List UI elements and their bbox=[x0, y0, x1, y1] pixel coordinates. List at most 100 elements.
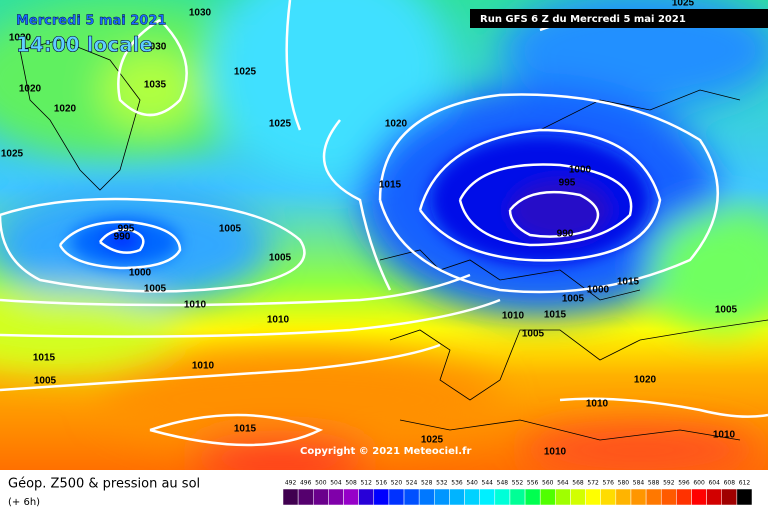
isobar-label: 1015 bbox=[379, 180, 402, 191]
scale-swatch bbox=[509, 488, 526, 506]
isobar-label: 1005 bbox=[562, 294, 585, 305]
isobar-label: 1035 bbox=[144, 80, 167, 91]
scale-swatch bbox=[313, 488, 329, 506]
scale-swatch bbox=[539, 488, 556, 506]
isobar-label: 990 bbox=[114, 232, 131, 243]
scale-label: 496 bbox=[300, 480, 312, 487]
scale-label: 536 bbox=[451, 480, 463, 487]
scale-swatch bbox=[555, 488, 571, 506]
scale-label: 600 bbox=[693, 480, 705, 487]
isobar-label: 1010 bbox=[267, 315, 290, 326]
isobar-label: 1000 bbox=[129, 268, 152, 279]
map-date: Mercredi 5 mai 2021 bbox=[16, 14, 166, 29]
scale-label: 564 bbox=[557, 480, 569, 487]
scale-swatch bbox=[297, 488, 314, 506]
scale-swatch bbox=[524, 488, 541, 506]
scale-swatch bbox=[691, 488, 707, 506]
isobars bbox=[0, 0, 768, 445]
isobar-label: 1010 bbox=[586, 399, 609, 410]
isobar-label: 1015 bbox=[234, 424, 257, 435]
scale-label: 560 bbox=[542, 480, 554, 487]
isobar-label: 1020 bbox=[385, 119, 408, 130]
scale-swatch bbox=[282, 488, 299, 506]
scale-swatch bbox=[388, 488, 405, 506]
scale-label: 612 bbox=[739, 480, 751, 487]
scale-label: 548 bbox=[497, 480, 509, 487]
isobar-label: 1015 bbox=[617, 277, 640, 288]
isobar-label: 1010 bbox=[184, 300, 207, 311]
footer-title: Géop. Z500 & pression au sol bbox=[8, 477, 200, 492]
isobar-label: 1005 bbox=[269, 253, 292, 264]
scale-swatch bbox=[373, 488, 390, 506]
isobar-label: 995 bbox=[118, 224, 135, 235]
scale-swatch bbox=[630, 488, 647, 506]
scale-swatch bbox=[358, 488, 375, 506]
isobar-label: 1010 bbox=[192, 361, 215, 372]
isobar-label: 990 bbox=[557, 229, 574, 240]
scale-swatch bbox=[494, 488, 511, 506]
scale-label: 544 bbox=[482, 480, 494, 487]
scale-swatch bbox=[343, 488, 359, 506]
scale-label: 512 bbox=[360, 480, 372, 487]
isobar-label: 1000 bbox=[587, 285, 610, 296]
scale-label: 588 bbox=[648, 480, 660, 487]
isobar-label: 1025 bbox=[234, 67, 257, 78]
scale-label: 596 bbox=[678, 480, 690, 487]
scale-label: 532 bbox=[436, 480, 448, 487]
coastlines bbox=[19, 39, 768, 441]
isobar-label: 1005 bbox=[144, 284, 167, 295]
isobar-label: 1005 bbox=[219, 224, 242, 235]
isobar-label: 1025 bbox=[421, 435, 444, 446]
isobar-label: 1010 bbox=[502, 311, 525, 322]
isobar-label: 1030 bbox=[9, 33, 32, 44]
scale-label: 552 bbox=[512, 480, 524, 487]
scale-label: 608 bbox=[724, 480, 736, 487]
isobar-label: 1000 bbox=[569, 165, 592, 176]
isobar-label: 1005 bbox=[715, 305, 738, 316]
isobar-label: 1005 bbox=[34, 376, 57, 387]
isobar-label: 1020 bbox=[19, 84, 42, 95]
run-info: Run GFS 6 Z du Mercredi 5 mai 2021 bbox=[480, 14, 686, 25]
scale-label: 508 bbox=[345, 480, 357, 487]
isobar-label: 1020 bbox=[634, 375, 657, 386]
scale-label: 584 bbox=[633, 480, 645, 487]
scale-label: 516 bbox=[376, 480, 388, 487]
scale-label: 572 bbox=[587, 480, 599, 487]
isobar-label: 1010 bbox=[713, 430, 736, 441]
scale-swatch bbox=[449, 488, 465, 506]
isobar-label: 1025 bbox=[269, 119, 292, 130]
scale-label: 556 bbox=[527, 480, 539, 487]
scale-label: 524 bbox=[406, 480, 418, 487]
scale-swatch bbox=[600, 488, 617, 506]
color-scale: 492 496 500 504 508 512 516 520 524 528 532 536 540 5… bbox=[282, 480, 753, 506]
scale-label: 500 bbox=[315, 480, 327, 487]
scale-swatch bbox=[660, 488, 677, 506]
isobar-label: 995 bbox=[559, 178, 576, 189]
scale-swatch bbox=[418, 488, 435, 506]
scale-swatch bbox=[570, 488, 586, 506]
scale-swatch bbox=[736, 488, 753, 506]
scale-label: 504 bbox=[330, 480, 342, 487]
isobar-label: 1015 bbox=[33, 353, 56, 364]
isobar-label: 1015 bbox=[544, 310, 567, 321]
scale-label: 492 bbox=[285, 480, 297, 487]
run-box bbox=[470, 9, 768, 28]
field bbox=[0, 0, 768, 480]
scale-swatch bbox=[721, 488, 738, 506]
copyright: Copyright © 2021 Meteociel.fr bbox=[300, 446, 471, 457]
isobar-label: 1020 bbox=[54, 104, 77, 115]
scale-swatch bbox=[479, 488, 496, 506]
scale-swatch bbox=[676, 488, 692, 506]
scale-label: 592 bbox=[663, 480, 675, 487]
scale-label: 576 bbox=[603, 480, 615, 487]
isobar-label: 1025 bbox=[1, 149, 24, 160]
scale-label: 540 bbox=[466, 480, 478, 487]
isobar-label: 030 bbox=[150, 42, 167, 53]
isobar-label: 1005 bbox=[522, 329, 545, 340]
scale-swatch bbox=[434, 488, 450, 506]
scale-swatch bbox=[645, 488, 662, 506]
scale-swatch bbox=[328, 488, 344, 506]
scale-swatch bbox=[464, 488, 480, 506]
scale-swatch bbox=[706, 488, 722, 506]
